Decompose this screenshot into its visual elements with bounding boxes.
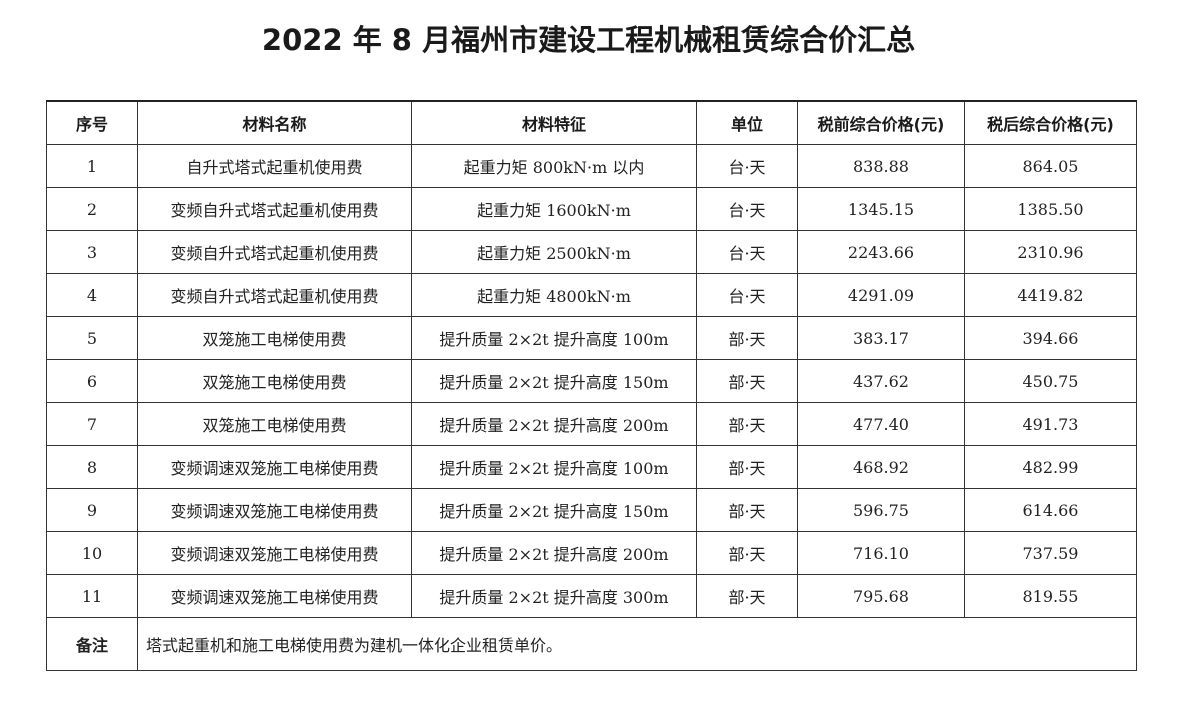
cell-pre-tax-price: 4291.09 bbox=[797, 273, 965, 317]
cell-material-name: 双笼施工电梯使用费 bbox=[137, 402, 412, 446]
cell-unit: 部·天 bbox=[696, 445, 798, 489]
cell-pre-tax-price: 716.10 bbox=[797, 531, 965, 575]
cell-unit: 台·天 bbox=[696, 230, 798, 274]
cell-unit: 部·天 bbox=[696, 574, 798, 618]
table-row: 8 变频调速双笼施工电梯使用费 提升质量 2×2t 提升高度 100m 部·天 468.… bbox=[46, 445, 1137, 489]
price-summary-table: 序号 材料名称 材料特征 单位 税前综合价格(元) 税后综合价格(元) 1 自升式… bbox=[46, 100, 1137, 671]
cell-material-spec: 提升质量 2×2t 提升高度 300m bbox=[411, 574, 697, 618]
cell-material-spec: 提升质量 2×2t 提升高度 100m bbox=[411, 445, 697, 489]
cell-post-tax-price: 2310.96 bbox=[964, 230, 1137, 274]
table-row: 1 自升式塔式起重机使用费 起重力矩 800kN·m 以内 台·天 838.88 864.… bbox=[46, 144, 1137, 188]
cell-pre-tax-price: 468.92 bbox=[797, 445, 965, 489]
page-title: 2022 年 8 月福州市建设工程机械租赁综合价汇总 bbox=[261, 23, 916, 57]
note-row: 备注 塔式起重机和施工电梯使用费为建机一体化企业租赁单价。 bbox=[46, 617, 1137, 671]
cell-material-name: 变频调速双笼施工电梯使用费 bbox=[137, 531, 412, 575]
cell-material-spec: 提升质量 2×2t 提升高度 100m bbox=[411, 316, 697, 360]
cell-index: 2 bbox=[46, 187, 138, 231]
cell-index: 9 bbox=[46, 488, 138, 532]
table-row: 11 变频调速双笼施工电梯使用费 提升质量 2×2t 提升高度 300m 部·天 795… bbox=[46, 574, 1137, 618]
table-row: 7 双笼施工电梯使用费 提升质量 2×2t 提升高度 200m 部·天 477.40 49… bbox=[46, 402, 1137, 446]
cell-post-tax-price: 450.75 bbox=[964, 359, 1137, 403]
note-label: 备注 bbox=[46, 617, 138, 671]
cell-unit: 台·天 bbox=[696, 144, 798, 188]
cell-material-spec: 提升质量 2×2t 提升高度 200m bbox=[411, 531, 697, 575]
header-index: 序号 bbox=[46, 100, 138, 145]
header-pre-tax-price: 税前综合价格(元) bbox=[797, 100, 965, 145]
cell-index: 8 bbox=[46, 445, 138, 489]
cell-post-tax-price: 737.59 bbox=[964, 531, 1137, 575]
header-unit: 单位 bbox=[696, 100, 798, 145]
cell-unit: 台·天 bbox=[696, 273, 798, 317]
table-row: 3 变频自升式塔式起重机使用费 起重力矩 2500kN·m 台·天 2243.66 231… bbox=[46, 230, 1137, 274]
cell-material-spec: 起重力矩 4800kN·m bbox=[411, 273, 697, 317]
cell-material-name: 变频自升式塔式起重机使用费 bbox=[137, 187, 412, 231]
cell-pre-tax-price: 2243.66 bbox=[797, 230, 965, 274]
cell-unit: 部·天 bbox=[696, 488, 798, 532]
cell-pre-tax-price: 795.68 bbox=[797, 574, 965, 618]
cell-material-name: 变频自升式塔式起重机使用费 bbox=[137, 273, 412, 317]
cell-material-spec: 提升质量 2×2t 提升高度 200m bbox=[411, 402, 697, 446]
cell-pre-tax-price: 477.40 bbox=[797, 402, 965, 446]
table-row: 10 变频调速双笼施工电梯使用费 提升质量 2×2t 提升高度 200m 部·天 716… bbox=[46, 531, 1137, 575]
cell-pre-tax-price: 596.75 bbox=[797, 488, 965, 532]
cell-index: 6 bbox=[46, 359, 138, 403]
note-text: 塔式起重机和施工电梯使用费为建机一体化企业租赁单价。 bbox=[137, 617, 1137, 671]
cell-post-tax-price: 4419.82 bbox=[964, 273, 1137, 317]
cell-pre-tax-price: 437.62 bbox=[797, 359, 965, 403]
table-row: 9 变频调速双笼施工电梯使用费 提升质量 2×2t 提升高度 150m 部·天 596.… bbox=[46, 488, 1137, 532]
cell-post-tax-price: 614.66 bbox=[964, 488, 1137, 532]
cell-post-tax-price: 819.55 bbox=[964, 574, 1137, 618]
cell-material-spec: 起重力矩 800kN·m 以内 bbox=[411, 144, 697, 188]
table-header: 序号 材料名称 材料特征 单位 税前综合价格(元) 税后综合价格(元) bbox=[46, 100, 1137, 145]
table-row: 2 变频自升式塔式起重机使用费 起重力矩 1600kN·m 台·天 1345.15 138… bbox=[46, 187, 1137, 231]
table-row: 4 变频自升式塔式起重机使用费 起重力矩 4800kN·m 台·天 4291.09 441… bbox=[46, 273, 1137, 317]
cell-material-spec: 提升质量 2×2t 提升高度 150m bbox=[411, 359, 697, 403]
cell-index: 7 bbox=[46, 402, 138, 446]
cell-index: 10 bbox=[46, 531, 138, 575]
header-post-tax-price: 税后综合价格(元) bbox=[964, 100, 1137, 145]
cell-index: 5 bbox=[46, 316, 138, 360]
cell-material-name: 双笼施工电梯使用费 bbox=[137, 316, 412, 360]
cell-material-spec: 提升质量 2×2t 提升高度 150m bbox=[411, 488, 697, 532]
cell-post-tax-price: 491.73 bbox=[964, 402, 1137, 446]
cell-unit: 部·天 bbox=[696, 402, 798, 446]
table-row: 5 双笼施工电梯使用费 提升质量 2×2t 提升高度 100m 部·天 383.17 39… bbox=[46, 316, 1137, 360]
cell-material-name: 变频调速双笼施工电梯使用费 bbox=[137, 574, 412, 618]
cell-index: 4 bbox=[46, 273, 138, 317]
header-row: 序号 材料名称 材料特征 单位 税前综合价格(元) 税后综合价格(元) bbox=[46, 100, 1137, 145]
cell-unit: 部·天 bbox=[696, 359, 798, 403]
cell-index: 3 bbox=[46, 230, 138, 274]
cell-unit: 台·天 bbox=[696, 187, 798, 231]
cell-pre-tax-price: 1345.15 bbox=[797, 187, 965, 231]
cell-unit: 部·天 bbox=[696, 531, 798, 575]
cell-post-tax-price: 1385.50 bbox=[964, 187, 1137, 231]
header-material-name: 材料名称 bbox=[137, 100, 412, 145]
cell-pre-tax-price: 838.88 bbox=[797, 144, 965, 188]
table-row: 6 双笼施工电梯使用费 提升质量 2×2t 提升高度 150m 部·天 437.62 45… bbox=[46, 359, 1137, 403]
header-material-spec: 材料特征 bbox=[411, 100, 697, 145]
table-body: 1 自升式塔式起重机使用费 起重力矩 800kN·m 以内 台·天 838.88 864.… bbox=[46, 144, 1137, 671]
cell-post-tax-price: 864.05 bbox=[964, 144, 1137, 188]
cell-material-name: 自升式塔式起重机使用费 bbox=[137, 144, 412, 188]
cell-index: 1 bbox=[46, 144, 138, 188]
cell-post-tax-price: 482.99 bbox=[964, 445, 1137, 489]
cell-material-name: 变频自升式塔式起重机使用费 bbox=[137, 230, 412, 274]
cell-material-name: 变频调速双笼施工电梯使用费 bbox=[137, 488, 412, 532]
cell-index: 11 bbox=[46, 574, 138, 618]
cell-material-name: 变频调速双笼施工电梯使用费 bbox=[137, 445, 412, 489]
cell-material-spec: 起重力矩 1600kN·m bbox=[411, 187, 697, 231]
cell-pre-tax-price: 383.17 bbox=[797, 316, 965, 360]
cell-unit: 部·天 bbox=[696, 316, 798, 360]
cell-material-spec: 起重力矩 2500kN·m bbox=[411, 230, 697, 274]
cell-material-name: 双笼施工电梯使用费 bbox=[137, 359, 412, 403]
cell-post-tax-price: 394.66 bbox=[964, 316, 1137, 360]
